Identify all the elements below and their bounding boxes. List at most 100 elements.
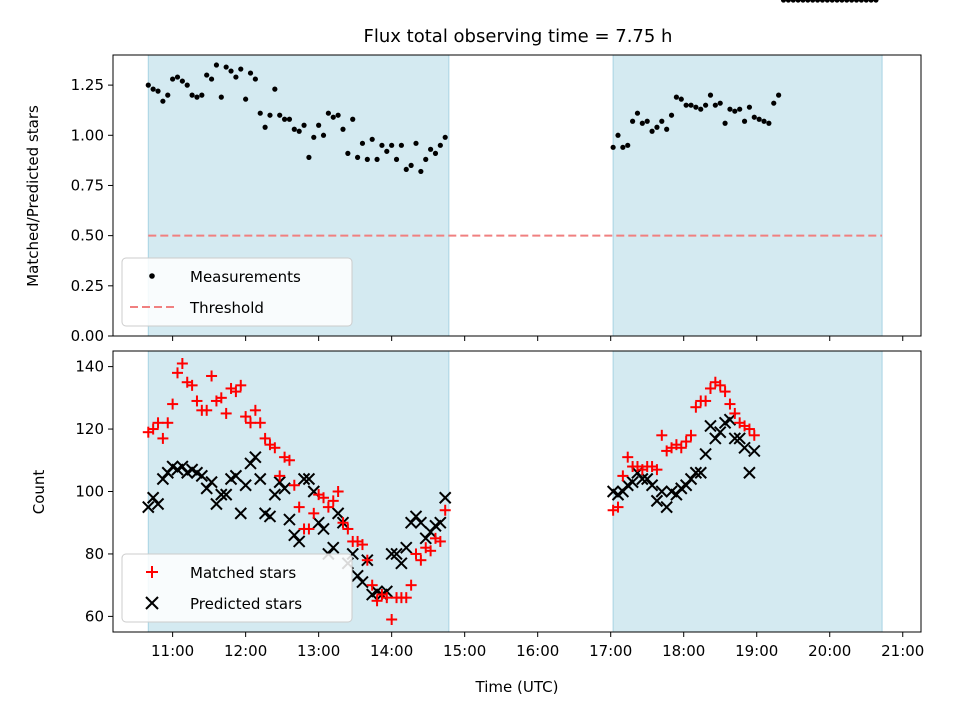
predicted-star-point <box>249 450 262 464</box>
y-tick-label: 0.75 <box>71 176 104 194</box>
measurement-point <box>873 0 879 3</box>
measurement-point <box>673 94 680 100</box>
predicted-star-point <box>414 516 428 529</box>
measurement-point <box>746 104 753 110</box>
predicted-star-point <box>723 413 737 426</box>
predicted-star-point <box>205 475 218 489</box>
predicted-star-point <box>626 475 639 489</box>
measurement-point <box>174 74 181 80</box>
matched-star-point <box>176 357 188 369</box>
predicted-star-point <box>219 488 233 501</box>
legend-measurements-label: Measurements <box>190 268 301 286</box>
count-panel: 60 80 100 120 140 11:00 12:00 13:00 14:00 15:00 1… <box>30 350 924 696</box>
y-tick-label: 0.25 <box>71 277 104 295</box>
y-tick-label: 80 <box>85 545 104 563</box>
matched-star-point <box>337 517 349 529</box>
predicted-star-point <box>434 516 447 529</box>
measurement-point <box>311 134 317 140</box>
measurement-point <box>364 156 370 162</box>
measurement-point <box>243 96 249 102</box>
measurement-point <box>776 92 782 98</box>
measurement-point <box>824 0 830 3</box>
measurement-point <box>208 76 215 82</box>
measurement-point <box>179 78 185 84</box>
measurement-point <box>751 114 757 120</box>
matched-star-point <box>366 579 378 591</box>
ratio-panel: 0.00 0.25 0.50 0.75 1.00 1.25 Matched/Predict… <box>24 0 922 345</box>
measurement-point <box>374 156 380 162</box>
measurement-point <box>296 128 302 134</box>
matched-star-point <box>651 464 663 476</box>
matched-star-point <box>303 523 315 535</box>
x-tick-label: 14:00 <box>370 642 413 660</box>
measurement-point <box>693 104 699 110</box>
matched-star-point <box>240 411 252 423</box>
matched-star-point <box>308 507 320 519</box>
predicted-star-point <box>254 472 267 486</box>
predicted-star-point <box>694 466 707 479</box>
measurement-point <box>252 76 258 82</box>
matched-star-point <box>371 595 383 607</box>
measurement-point <box>184 82 190 88</box>
legend-predicted-label: Predicted stars <box>190 595 302 613</box>
y-tick-label: 60 <box>85 607 104 625</box>
y-tick-label: 0.00 <box>71 327 104 345</box>
measurement-point <box>678 96 684 102</box>
matched-star-point <box>201 404 213 416</box>
measurement-point <box>834 0 840 3</box>
measurement-point <box>644 118 650 124</box>
measurement-point <box>712 102 718 108</box>
measurement-point <box>727 106 733 112</box>
predicted-star-point <box>239 479 252 492</box>
measurement-point <box>868 0 874 3</box>
matched-star-point <box>288 479 300 491</box>
predicted-star-point <box>748 444 761 458</box>
matched-star-point <box>162 417 174 429</box>
matched-star-point <box>675 442 687 454</box>
matched-star-point <box>215 392 227 404</box>
legend-matched-label: Matched stars <box>190 564 296 582</box>
predicted-star-point <box>733 432 746 445</box>
matched-star-point <box>332 486 344 497</box>
measurement-point <box>625 142 631 148</box>
measurement-point <box>428 146 434 152</box>
measurement-point <box>766 120 772 126</box>
count-legend-box <box>121 553 353 623</box>
matched-star-point <box>167 398 179 410</box>
y-tick-label: 1.25 <box>71 76 104 94</box>
measurement-point <box>286 116 293 122</box>
predicted-star-point <box>689 466 703 479</box>
matched-star-point <box>700 395 712 407</box>
measurement-point <box>199 92 205 98</box>
measurement-point <box>398 142 404 148</box>
predicted-star-point <box>331 507 345 520</box>
measurement-point <box>277 112 283 118</box>
matched-star-point <box>342 523 354 535</box>
count-legend: Matched stars Predicted stars <box>121 553 353 623</box>
matched-star-point <box>157 432 169 444</box>
matched-star-point <box>743 423 755 435</box>
measurement-point <box>756 116 762 122</box>
measurement-point <box>649 128 655 134</box>
measurement-point <box>437 142 443 148</box>
measurement-point <box>262 124 268 130</box>
matched-star-point <box>327 495 339 507</box>
matched-star-point <box>617 470 629 482</box>
measurement-point <box>795 0 801 3</box>
ratio-legend-box <box>121 257 353 327</box>
matched-star-point <box>612 501 624 513</box>
measurement-point <box>306 154 312 160</box>
measurement-point <box>291 126 297 132</box>
predicted-star-point <box>385 547 398 561</box>
legend-predicted-marker <box>145 596 159 610</box>
matched-star-point <box>249 404 261 416</box>
measurement-point <box>316 122 322 128</box>
matched-star-point <box>719 386 731 398</box>
matched-star-point <box>274 470 286 482</box>
x-tick-label: 17:00 <box>589 642 632 660</box>
predicted-star-point <box>278 482 291 495</box>
matched-star-point <box>425 545 437 557</box>
matched-star-point <box>171 367 183 379</box>
measurement-point <box>717 100 723 106</box>
